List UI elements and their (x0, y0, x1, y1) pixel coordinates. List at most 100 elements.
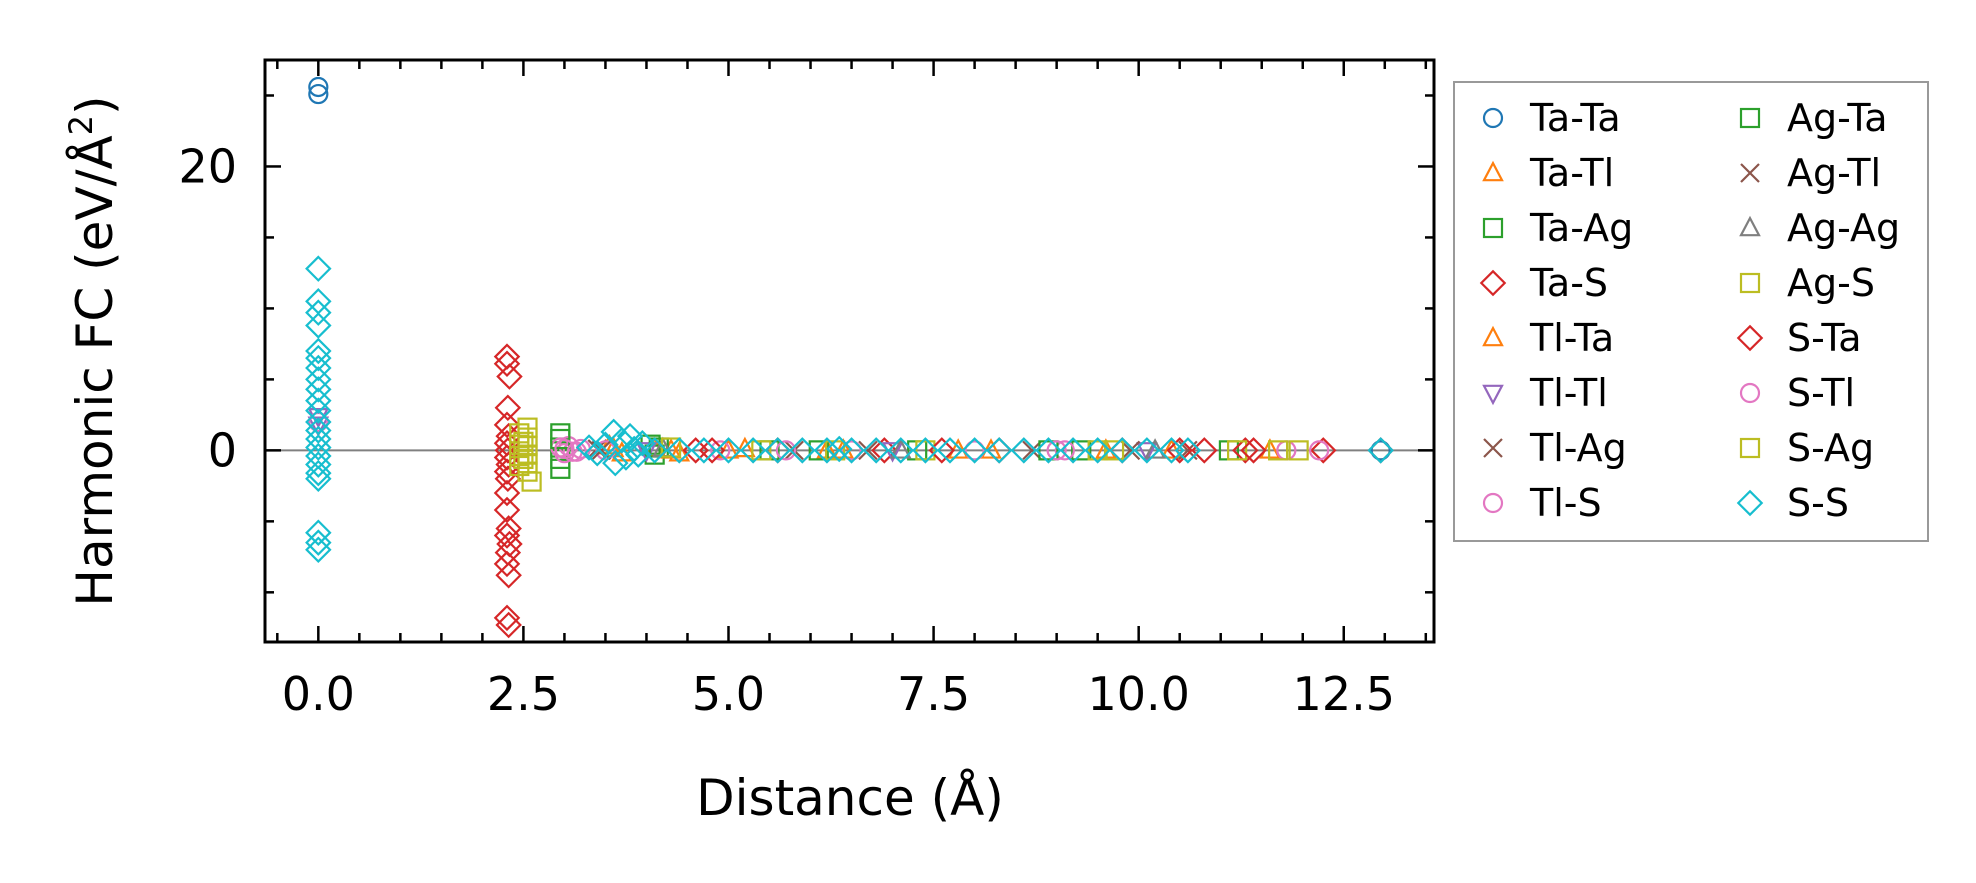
legend-label: S-S (1787, 481, 1849, 525)
data-point (513, 448, 534, 469)
legend-item: Ag-S (1739, 261, 1875, 305)
data-point (493, 343, 521, 370)
y-axis-label-main: Harmonic FC (eV/Å (66, 135, 124, 606)
legend-item: Ta-Tl (1482, 151, 1614, 195)
data-point (641, 437, 668, 464)
data-point (1046, 440, 1067, 461)
data-point (739, 437, 767, 464)
legend-label: Ta-Ag (1529, 206, 1633, 250)
data-point (493, 496, 521, 524)
x-tick-label: 7.5 (897, 667, 970, 721)
data-point (493, 411, 521, 439)
data-point (592, 431, 619, 458)
legend-marker (1482, 325, 1504, 347)
legend-marker (1479, 269, 1507, 297)
data-point (1166, 437, 1193, 464)
data-point (305, 529, 332, 556)
data-point (583, 439, 611, 467)
series-s-s (305, 255, 1394, 563)
legend-label: Ta-Ta (1529, 96, 1621, 140)
legend-label: Tl-S (1529, 481, 1602, 525)
data-point (1022, 440, 1042, 461)
data-point (305, 425, 332, 453)
series-ag-s (509, 417, 1309, 492)
legend-item: Tl-Ta (1482, 316, 1614, 360)
data-point (554, 438, 575, 460)
data-point (1038, 440, 1059, 461)
data-point (305, 536, 332, 563)
data-point (710, 440, 731, 461)
data-point (1109, 437, 1136, 464)
data-point (1120, 440, 1141, 461)
data-point (308, 83, 329, 105)
data-point (1059, 437, 1087, 464)
data-point (936, 437, 964, 464)
data-point (1136, 442, 1158, 463)
y-axis-label-suffix: ) (66, 95, 124, 115)
data-point (305, 299, 332, 326)
data-point (666, 437, 693, 464)
legend-item: Tl-Ag (1483, 426, 1627, 470)
data-point (889, 438, 912, 459)
legend-item: Ta-Ta (1482, 96, 1621, 140)
data-point (751, 440, 772, 461)
data-point (915, 440, 936, 461)
data-point (616, 422, 644, 450)
y-tick-label: 0 (208, 423, 237, 477)
data-point (858, 440, 878, 461)
y-axis-label: Harmonic FC (eV/Å2) (62, 95, 124, 606)
data-point (305, 376, 332, 403)
legend-label: S-Ag (1787, 426, 1874, 470)
data-point (305, 465, 332, 493)
data-point (1054, 440, 1075, 461)
data-point (493, 350, 521, 378)
data-point (1370, 440, 1391, 461)
series-ta-ta (308, 76, 1391, 461)
data-point (734, 436, 756, 458)
legend-label: Ag-S (1787, 261, 1875, 305)
legend-label: Ag-Tl (1787, 151, 1881, 195)
data-point (1174, 437, 1202, 464)
legend-item: Ag-Ta (1739, 96, 1888, 140)
legend-frame (1453, 81, 1929, 542)
data-point (1071, 440, 1092, 461)
x-tick-label: 0.0 (282, 667, 355, 721)
legend-item: Ta-S (1479, 261, 1608, 305)
legend-item: Ag-Ag (1739, 206, 1900, 250)
data-point (521, 471, 542, 492)
legend: Ta-Ta Ta-Tl Ta-Ag Ta-S Tl-Ta Tl-Tl Tl-Ag Tl-S Ag… (1453, 81, 1929, 542)
data-point (305, 366, 332, 393)
data-point (494, 465, 522, 493)
data-point (305, 397, 332, 424)
data-point (495, 611, 522, 639)
data-point (1240, 437, 1267, 464)
data-point (985, 437, 1013, 464)
data-point (775, 440, 797, 461)
axis-ticks (265, 60, 1434, 642)
data-point (305, 354, 332, 382)
legend-marker (1740, 163, 1760, 183)
legend-label: Ta-S (1529, 261, 1608, 305)
data-point (1309, 440, 1330, 461)
data-point (1288, 440, 1309, 461)
data-point (964, 440, 985, 461)
data-point (887, 437, 915, 464)
data-point (841, 440, 862, 461)
data-point (629, 430, 656, 457)
data-point (1035, 437, 1062, 464)
legend-item: Ta-Ag (1482, 206, 1633, 250)
data-point (1309, 437, 1337, 464)
series-s-tl (308, 411, 1067, 462)
data-point (690, 437, 718, 464)
data-point (1084, 437, 1111, 464)
data-point (305, 408, 332, 436)
data-point (305, 451, 332, 478)
data-point (495, 451, 522, 478)
data-point (495, 562, 522, 589)
data-point (1160, 438, 1183, 459)
legend-marker (1482, 107, 1504, 129)
legend-item: Tl-S (1482, 481, 1602, 525)
legend-marker (1739, 382, 1761, 404)
data-point (550, 428, 571, 450)
